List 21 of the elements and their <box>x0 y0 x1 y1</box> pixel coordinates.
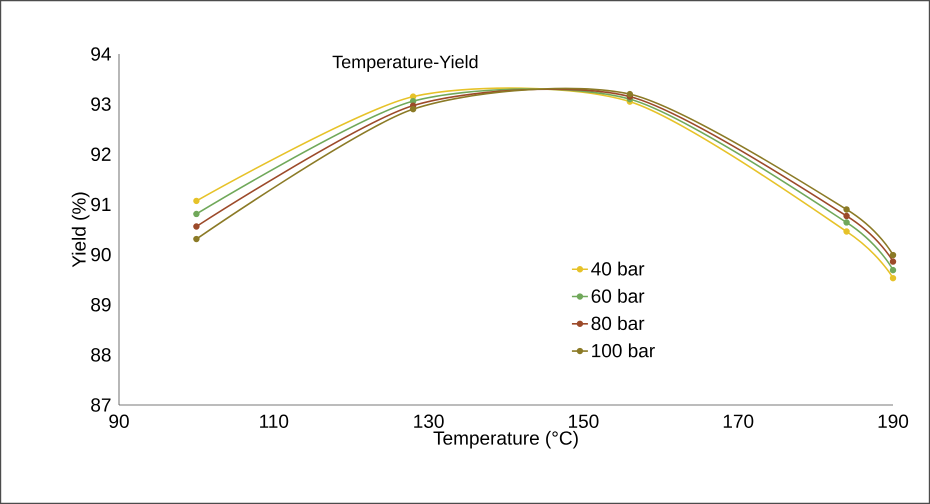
y-tick-label: 91 <box>91 198 111 212</box>
y-tick-label: 92 <box>91 148 111 162</box>
chart-title: Temperature-Yield <box>332 55 478 72</box>
x-axis-title: Temperature (°C) <box>433 430 578 449</box>
legend-label: 80 bar <box>592 316 644 330</box>
y-tick-label: 89 <box>91 298 111 312</box>
y-tick-label: 88 <box>91 348 111 362</box>
legend-label: 100 bar <box>592 343 655 358</box>
x-tick-label: 150 <box>568 414 598 428</box>
y-tick-label: 90 <box>91 248 111 262</box>
y-tick-label: 94 <box>91 47 111 61</box>
x-tick-label: 190 <box>878 414 908 428</box>
x-tick-label: 130 <box>414 414 444 428</box>
y-tick-label: 93 <box>91 97 111 111</box>
x-tick-label: 110 <box>260 414 288 428</box>
x-tick-label: 90 <box>109 414 129 428</box>
legend-label: 60 bar <box>592 288 644 303</box>
x-tick-label: 170 <box>724 414 754 428</box>
legend-label: 40 bar <box>591 262 644 276</box>
y-axis-title: Yield (%) <box>72 192 90 268</box>
y-tick-label: 87 <box>91 398 111 412</box>
